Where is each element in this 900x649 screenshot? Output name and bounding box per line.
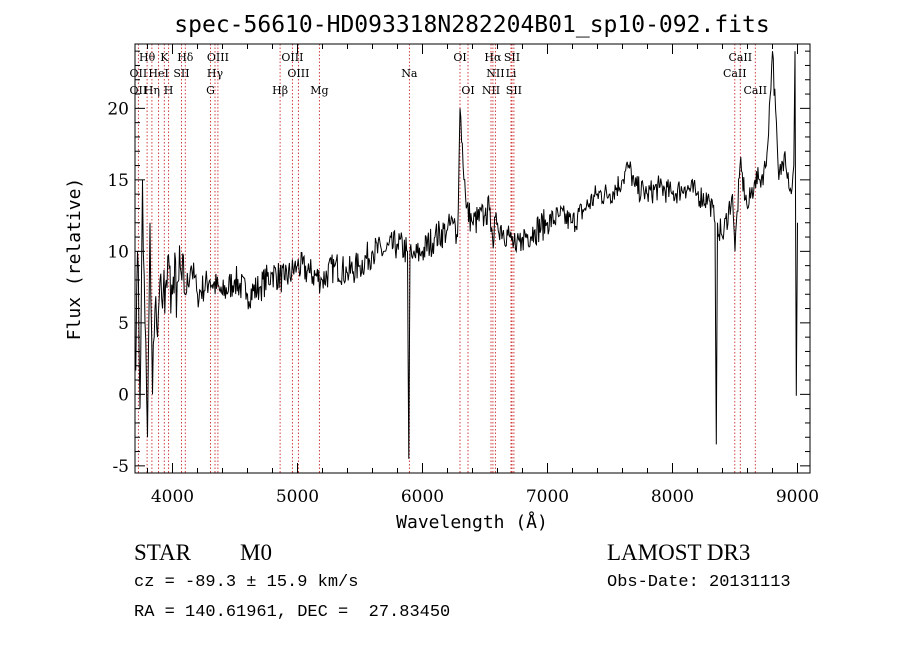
line-label: OI <box>461 84 474 97</box>
line-label: Hα <box>484 51 502 64</box>
observation-date: Obs-Date: 20131113 <box>607 573 791 592</box>
x-tick-label: 7000 <box>526 487 569 507</box>
line-label: Mg <box>310 84 328 97</box>
y-tick-label: -5 <box>112 457 129 477</box>
x-tick-label: 6000 <box>401 487 444 507</box>
coordinates: RA = 140.61961, DEC = 27.83450 <box>134 603 451 622</box>
line-label: CaII <box>723 67 747 80</box>
line-label: NII <box>486 67 504 80</box>
line-label: SII <box>173 67 189 80</box>
line-label: CaII <box>728 51 752 64</box>
line-label: OIII <box>287 67 309 80</box>
y-tick-label: 0 <box>118 385 129 405</box>
series-flux-line <box>134 51 798 459</box>
spectral-line-guides <box>137 44 756 473</box>
line-label: Hβ <box>272 84 288 97</box>
line-label: OII <box>130 67 148 80</box>
y-tick-label: 10 <box>107 242 129 262</box>
line-label: SII <box>506 84 522 97</box>
line-label: Hθ <box>139 51 156 64</box>
plot-frame <box>134 43 811 474</box>
chart-title: spec-56610-HD093318N282204B01_sp10-092.f… <box>174 12 769 38</box>
line-label: G <box>206 84 215 97</box>
spectral-subclass: M0 <box>240 540 272 565</box>
line-label: SII <box>504 51 520 64</box>
line-label: Hδ <box>177 51 194 64</box>
y-tick-label: 15 <box>107 171 129 191</box>
object-type: STAR <box>134 540 191 565</box>
x-axis-ticks: 4000 5000 6000 7000 8000 9000 <box>147 44 819 507</box>
line-label: K <box>160 51 169 64</box>
line-label: OIII <box>207 51 229 64</box>
line-label: CaII <box>743 84 767 97</box>
line-label: Na <box>401 67 418 80</box>
line-label: HeI <box>148 67 168 80</box>
y-tick-label: 5 <box>118 314 129 334</box>
x-tick-label: 5000 <box>276 487 319 507</box>
line-label: OII <box>130 84 148 97</box>
line-label: Hγ <box>207 67 224 80</box>
y-tick-label: 20 <box>107 99 129 119</box>
line-label: Hη <box>144 84 160 97</box>
series-layer <box>134 51 798 459</box>
line-label: OIII <box>281 51 303 64</box>
x-tick-label: 8000 <box>651 487 694 507</box>
survey-name: LAMOST DR3 <box>607 540 751 565</box>
x-tick-label: 4000 <box>151 487 194 507</box>
line-label: Li <box>506 67 517 80</box>
y-axis-ticks: -5 0 5 10 15 20 <box>107 50 810 477</box>
line-label: OI <box>453 51 466 64</box>
x-axis-label: Wavelength (Å) <box>396 511 548 533</box>
redshift-velocity: cz = -89.3 ± 15.9 km/s <box>134 573 359 592</box>
x-tick-label: 9000 <box>776 487 819 507</box>
line-label: H <box>164 84 174 97</box>
line-label: NII <box>482 84 500 97</box>
y-axis-label: Flux (relative) <box>64 178 85 341</box>
